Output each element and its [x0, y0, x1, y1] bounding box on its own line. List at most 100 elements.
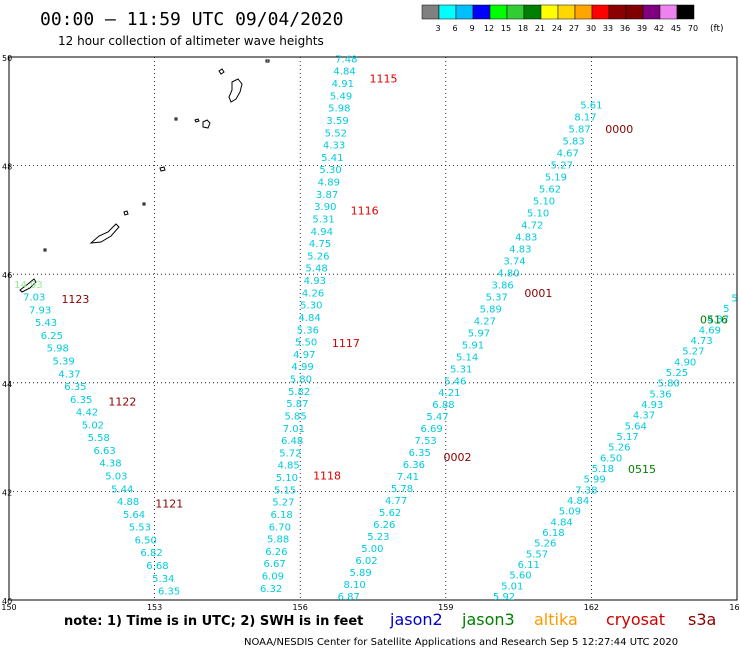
- swh-value: 4.38: [99, 459, 121, 470]
- color-scale-swatch: [523, 4, 542, 20]
- swh-value: 5.14: [456, 352, 478, 363]
- swh-value: 5.25: [666, 368, 688, 379]
- note-text: note: 1) Time is in UTC; 2) SWH is in fe…: [64, 614, 363, 629]
- swh-value: 5.00: [361, 544, 383, 555]
- swh-value: 5.19: [545, 172, 567, 183]
- legend-entry: s3a: [688, 610, 716, 629]
- swh-value: 5.99: [583, 475, 605, 486]
- swh-value: 6.35: [158, 587, 180, 598]
- color-scale-label: 15: [501, 24, 511, 33]
- color-scale-swatch: [574, 4, 593, 20]
- color-scale-label: 30: [586, 24, 596, 33]
- swh-value: 5.02: [82, 420, 104, 431]
- swh-value: 3.90: [314, 202, 336, 213]
- time-label: 0515: [628, 463, 656, 476]
- swh-value: 6.48: [281, 436, 303, 447]
- color-scale-label: 9: [469, 24, 474, 33]
- swh-value: 4.99: [291, 362, 313, 373]
- swh-value: 6.63: [94, 446, 116, 457]
- time-label: 1117: [332, 337, 360, 350]
- swh-value: 5.64: [625, 421, 647, 432]
- y-tick-label: 44: [2, 380, 12, 389]
- color-scale-label: 42: [654, 24, 664, 33]
- color-scale-swatch: [489, 4, 508, 20]
- swh-value: 5.83: [563, 137, 585, 148]
- swh-value: 4.75: [309, 239, 331, 250]
- swh-value: 5.37: [486, 292, 508, 303]
- swh-value: 4.84: [298, 313, 320, 324]
- swh-value: 6.18: [270, 510, 292, 521]
- swh-value: 3.87: [316, 190, 338, 201]
- satellite-legend: jason2 jason3 altika cryosat s3a: [389, 610, 716, 629]
- swh-value: 5.43: [35, 318, 57, 329]
- color-scale-swatch: [625, 4, 644, 20]
- swh-value: 4.84: [567, 496, 589, 507]
- swh-value: 5.80: [290, 375, 312, 386]
- swh-value: 5.30: [300, 301, 322, 312]
- swh-value: 7.01: [283, 424, 305, 435]
- swh-value: 5.78: [391, 484, 413, 495]
- swh-value: 3.74: [503, 256, 525, 267]
- color-scale-label: 18: [518, 24, 528, 33]
- x-tick-label: 150: [1, 603, 16, 612]
- axis-ticks: 150 153 156 159 162 165 40 42 44 46 48 50: [1, 54, 740, 612]
- swh-value: 5.15: [274, 485, 296, 496]
- swh-value: 4.93: [304, 276, 326, 287]
- swh-value: 5.27: [272, 498, 294, 509]
- swh-value: 5: [723, 304, 729, 315]
- swh-value: 4.85: [277, 461, 299, 472]
- x-tick-label: 156: [293, 603, 308, 612]
- swh-value: 6.88: [432, 400, 454, 411]
- swh-value: 4.37: [58, 369, 80, 380]
- time-label: 1122: [108, 395, 136, 408]
- swh-value: 5.98: [47, 344, 69, 355]
- swh-value: 4.88: [117, 497, 139, 508]
- chart-title: 00:00 – 11:59 UTC 09/04/2020: [40, 9, 343, 30]
- swh-value: 6.35: [70, 395, 92, 406]
- swh-value: 6.50: [135, 535, 157, 546]
- swh-value: 4.90: [674, 357, 696, 368]
- swh-value: 5.26: [307, 251, 329, 262]
- x-tick-label: 165: [729, 603, 740, 612]
- swh-value: 14.93: [14, 280, 43, 291]
- swh-value: 5.88: [267, 535, 289, 546]
- swh-value: 8.10: [344, 580, 366, 591]
- swh-value: 5.26: [534, 539, 556, 550]
- satellite-tracks: 7.484.844.915.495.983.595.524.335.415.30…: [14, 54, 738, 603]
- color-scale-swatch: [506, 4, 525, 20]
- swh-value: 5.64: [123, 510, 145, 521]
- swh-value: 5.27: [682, 347, 704, 358]
- swh-value: 6.87: [338, 592, 360, 603]
- swh-value: 5.26: [608, 443, 630, 454]
- swh-value: 5.17: [616, 432, 638, 443]
- swh-value: 5.31: [312, 214, 334, 225]
- swh-value: 4.69: [699, 325, 721, 336]
- swh-value: 6.35: [409, 448, 431, 459]
- swh-value: 4.26: [302, 288, 324, 299]
- swh-value: 5.09: [559, 507, 581, 518]
- grid-lines: [9, 57, 737, 600]
- swh-value: 5.53: [129, 523, 151, 534]
- swh-value: 4.97: [293, 350, 315, 361]
- color-scale-swatch: [591, 4, 610, 20]
- swh-value: 5.58: [88, 433, 110, 444]
- swh-value: 4.89: [318, 178, 340, 189]
- color-scale-label: 3: [435, 24, 440, 33]
- swh-value: 4.83: [509, 244, 531, 255]
- swh-value: 4.80: [497, 268, 519, 279]
- swh-value: 4.21: [438, 388, 460, 399]
- color-scale-swatch: [608, 4, 627, 20]
- swh-value: 5.89: [349, 568, 371, 579]
- color-scale-label: 45: [671, 24, 681, 33]
- legend-entry: jason3: [461, 610, 515, 629]
- swh-value: 4.83: [515, 232, 537, 243]
- swh-value: 5.62: [539, 184, 561, 195]
- swh-value: 6.50: [600, 453, 622, 464]
- time-label: 0002: [443, 451, 471, 464]
- swh-value: 7.53: [415, 436, 437, 447]
- time-label: 1123: [61, 293, 89, 306]
- swh-value: 4.27: [474, 316, 496, 327]
- swh-value: 6.26: [373, 520, 395, 531]
- swh-value: 7.03: [23, 293, 45, 304]
- swh-value: 6.18: [542, 528, 564, 539]
